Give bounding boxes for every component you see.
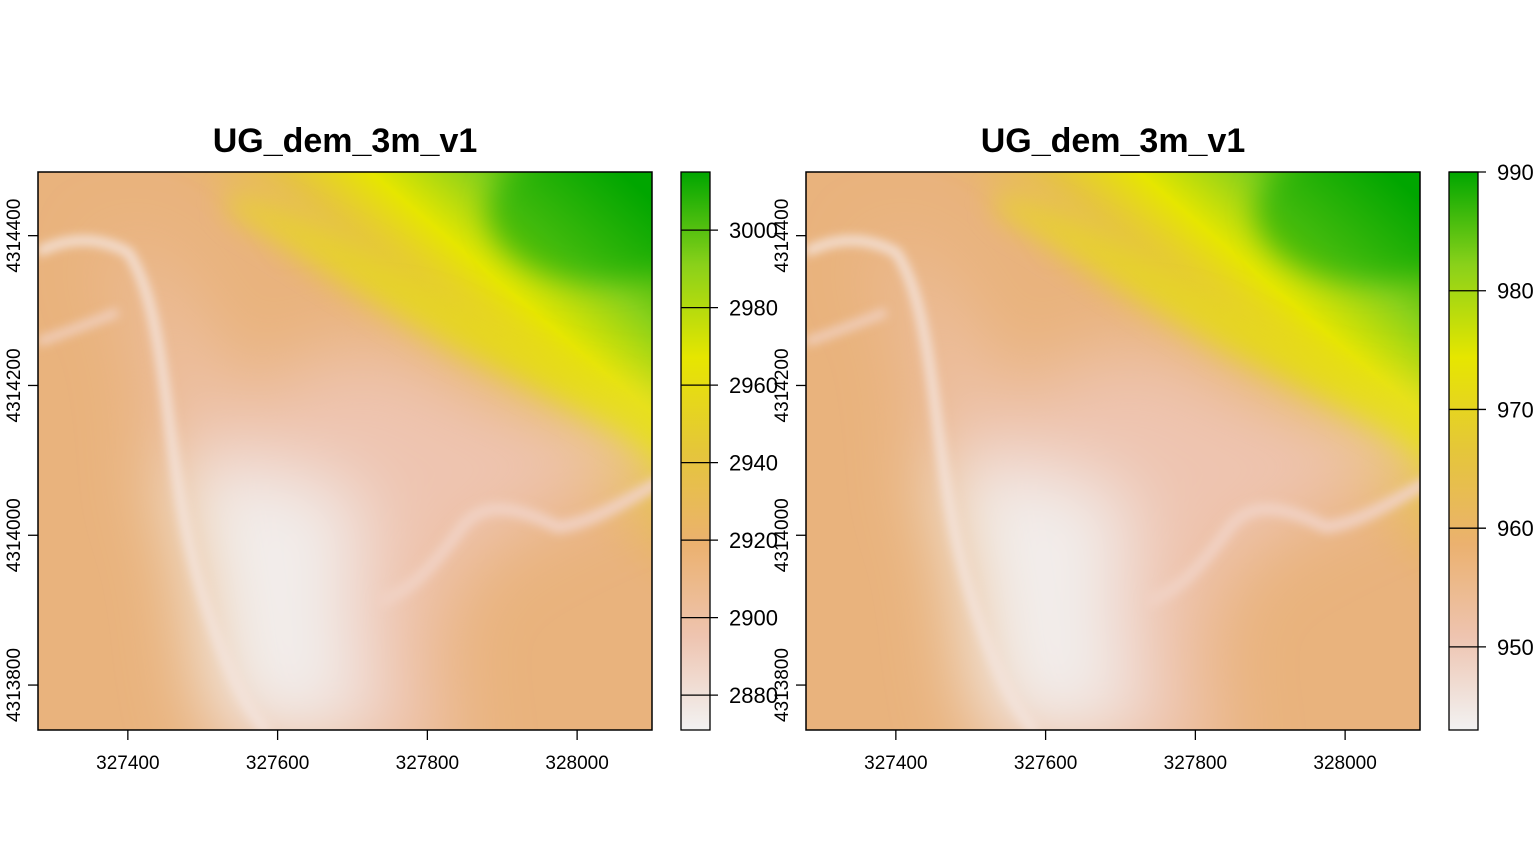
peak-area <box>1256 172 1420 282</box>
legend-tick-label: 950 <box>1497 635 1534 660</box>
y-tick-label: 4314200 <box>772 348 793 422</box>
y-tick-label: 4314200 <box>4 348 25 422</box>
legend-tick-label: 2980 <box>729 296 778 321</box>
legend-colorbar <box>1448 171 1479 731</box>
channel <box>38 308 120 346</box>
x-tick-label: 327400 <box>864 753 927 774</box>
legend-colorbar <box>680 171 711 731</box>
y-tick-label: 4314000 <box>4 498 25 572</box>
x-tick-label: 327600 <box>1014 753 1077 774</box>
legend-tick-label: 980 <box>1497 279 1534 304</box>
valley-floor <box>158 463 368 730</box>
legend-tick-label: 3000 <box>729 218 778 243</box>
legend-tick-label: 990 <box>1497 160 1534 185</box>
x-tick-label: 327800 <box>396 753 459 774</box>
plot-frame <box>37 171 653 731</box>
x-tick-label: 327600 <box>246 753 309 774</box>
legend-tick-label: 2920 <box>729 528 778 553</box>
peak-area <box>488 172 652 282</box>
x-axis: 327400 327600 327800 328000 <box>864 730 1377 774</box>
color-legend: 2880 2900 2920 2940 2960 2980 3000 <box>680 171 778 731</box>
ridge-band <box>228 192 652 455</box>
y-tick-label: 4314400 <box>4 199 25 273</box>
dem-panel-left: UG_dem_3m_v1 327400 327600 327800 328000 43… <box>4 122 778 774</box>
legend-tick-label: 2880 <box>729 683 778 708</box>
channel <box>806 308 888 346</box>
legend-tick-label: 2960 <box>729 373 778 398</box>
dem-panel-right: UG_dem_3m_v1 327400 327600 327800 328000 43… <box>772 122 1534 774</box>
chart-title: UG_dem_3m_v1 <box>981 122 1246 160</box>
plot-frame <box>805 171 1421 731</box>
y-tick-label: 4313800 <box>4 648 25 722</box>
y-tick-label: 4314400 <box>772 199 793 273</box>
y-axis: 4313800 4314000 4314200 4314400 <box>772 199 806 722</box>
y-tick-label: 4313800 <box>772 648 793 722</box>
x-tick-label: 328000 <box>545 753 608 774</box>
channel <box>38 235 272 730</box>
channel <box>806 235 1040 730</box>
channel <box>375 479 652 608</box>
legend-tick-label: 2900 <box>729 606 778 631</box>
x-axis: 327400 327600 327800 328000 <box>96 730 609 774</box>
legend-tick-label: 2940 <box>729 451 778 476</box>
legend-tick-label: 970 <box>1497 397 1534 422</box>
chart-title: UG_dem_3m_v1 <box>213 122 478 160</box>
valley-floor <box>926 463 1136 730</box>
elevation-raster <box>38 172 652 730</box>
x-tick-label: 328000 <box>1313 753 1376 774</box>
x-tick-label: 327800 <box>1164 753 1227 774</box>
x-tick-label: 327400 <box>96 753 159 774</box>
ridge-band <box>996 192 1420 455</box>
legend-tick-label: 960 <box>1497 516 1534 541</box>
y-tick-label: 4314000 <box>772 498 793 572</box>
y-axis: 4313800 4314000 4314200 4314400 <box>4 199 38 722</box>
channel <box>1143 479 1420 608</box>
color-legend: 950 960 970 980 990 <box>1448 160 1534 731</box>
elevation-raster <box>806 172 1420 730</box>
